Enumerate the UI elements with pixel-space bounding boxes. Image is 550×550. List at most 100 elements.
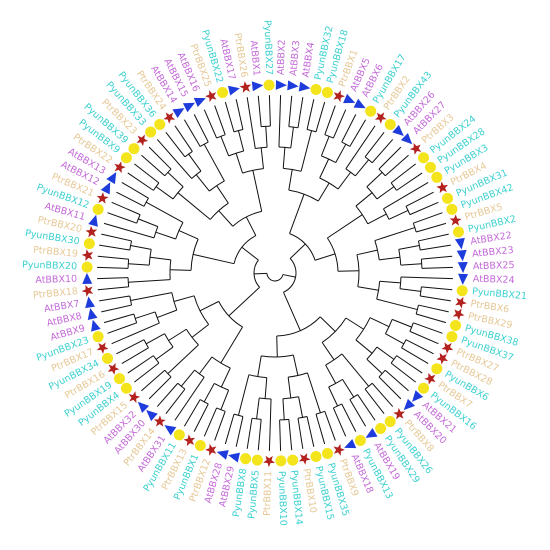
branch — [220, 326, 243, 364]
branch — [332, 109, 347, 139]
branch-arc — [242, 168, 264, 174]
branch — [357, 286, 379, 291]
branch — [288, 419, 293, 451]
leaf-marker — [409, 142, 422, 155]
leaf-marker — [183, 434, 196, 447]
branch — [268, 95, 271, 127]
branch-arc — [415, 304, 419, 315]
leaf-marker — [333, 90, 345, 103]
branch — [237, 130, 245, 152]
leaf-marker — [172, 108, 185, 119]
leaf-label: AtBBX1 — [248, 40, 262, 77]
branch — [289, 194, 305, 234]
branch-arc — [378, 369, 386, 378]
branch-arc — [164, 168, 172, 177]
leaf-label: PtrBBX18 — [33, 286, 79, 301]
leaf-marker — [92, 331, 104, 343]
branch — [421, 266, 453, 269]
branch — [257, 355, 262, 377]
leaf-label: PyunBBX10 — [276, 471, 289, 526]
branch — [420, 244, 451, 251]
branch-arc — [378, 168, 386, 177]
branch — [378, 146, 402, 170]
branch-arc — [171, 292, 178, 311]
leaf-marker — [321, 448, 333, 460]
branch — [193, 403, 209, 432]
branch — [364, 132, 385, 158]
branch — [341, 403, 357, 432]
branch — [224, 101, 235, 132]
branch — [378, 376, 402, 400]
leaf-marker — [343, 93, 356, 104]
branch — [287, 377, 292, 399]
leaf-marker — [344, 438, 357, 449]
branch-arc — [214, 382, 229, 391]
branch — [388, 209, 409, 220]
branch-arc — [169, 259, 172, 280]
branch-arc — [233, 129, 244, 133]
branch — [107, 322, 137, 334]
branch — [306, 372, 321, 413]
branch — [337, 270, 359, 272]
branch — [290, 127, 294, 149]
leaf-label: PyunBBX27 — [262, 20, 275, 75]
branch — [180, 369, 196, 387]
branch — [354, 159, 370, 177]
branch — [253, 272, 268, 275]
leaf-marker — [442, 192, 454, 204]
branch — [203, 407, 218, 437]
branch — [300, 130, 313, 172]
branch — [178, 230, 199, 240]
branch — [315, 101, 326, 132]
leaf-marker — [101, 352, 113, 364]
branch-arc — [251, 417, 262, 420]
branch — [341, 114, 357, 143]
leaf-marker — [146, 410, 158, 422]
branch-arc — [199, 399, 209, 405]
branch — [341, 353, 370, 387]
branch — [292, 354, 299, 376]
leaf-marker — [85, 225, 98, 238]
branch — [214, 411, 226, 441]
leaf-marker — [92, 203, 104, 215]
leaf-marker — [106, 172, 117, 185]
leaf-marker — [81, 249, 94, 262]
leaf-marker — [120, 152, 132, 164]
branch — [116, 339, 145, 355]
branch-arc — [129, 240, 133, 251]
branch — [337, 171, 352, 190]
leaf-marker — [114, 373, 126, 385]
leaf-marker — [275, 79, 287, 90]
branch — [355, 192, 373, 207]
branch — [324, 411, 336, 441]
leaf-label: AtBBX25 — [473, 260, 515, 272]
branch — [156, 382, 179, 407]
branch — [349, 119, 367, 147]
branch-arc — [164, 369, 172, 378]
branch — [385, 333, 405, 345]
branch — [390, 163, 416, 184]
branch-arc — [288, 372, 308, 378]
leaf-marker — [418, 382, 430, 394]
branch — [314, 253, 336, 261]
leaf-marker — [321, 86, 333, 98]
branch-arc — [419, 286, 422, 297]
branch — [220, 367, 231, 388]
branch — [282, 147, 286, 169]
branch-arc — [355, 205, 369, 225]
branch — [130, 292, 172, 302]
leaf-label: AtBBX24 — [473, 274, 515, 286]
branch — [135, 311, 156, 319]
branch — [192, 253, 235, 265]
leaf-marker — [85, 296, 96, 309]
branch — [97, 277, 129, 280]
branch — [366, 172, 383, 188]
branch-arc — [319, 177, 339, 190]
branch — [165, 132, 186, 158]
branch — [246, 418, 253, 449]
leaf-label: AtBBX2 — [276, 39, 288, 75]
branch-arc — [326, 237, 339, 272]
leaf-label: AtBBX3 — [288, 40, 302, 77]
leaf-marker — [393, 407, 406, 420]
